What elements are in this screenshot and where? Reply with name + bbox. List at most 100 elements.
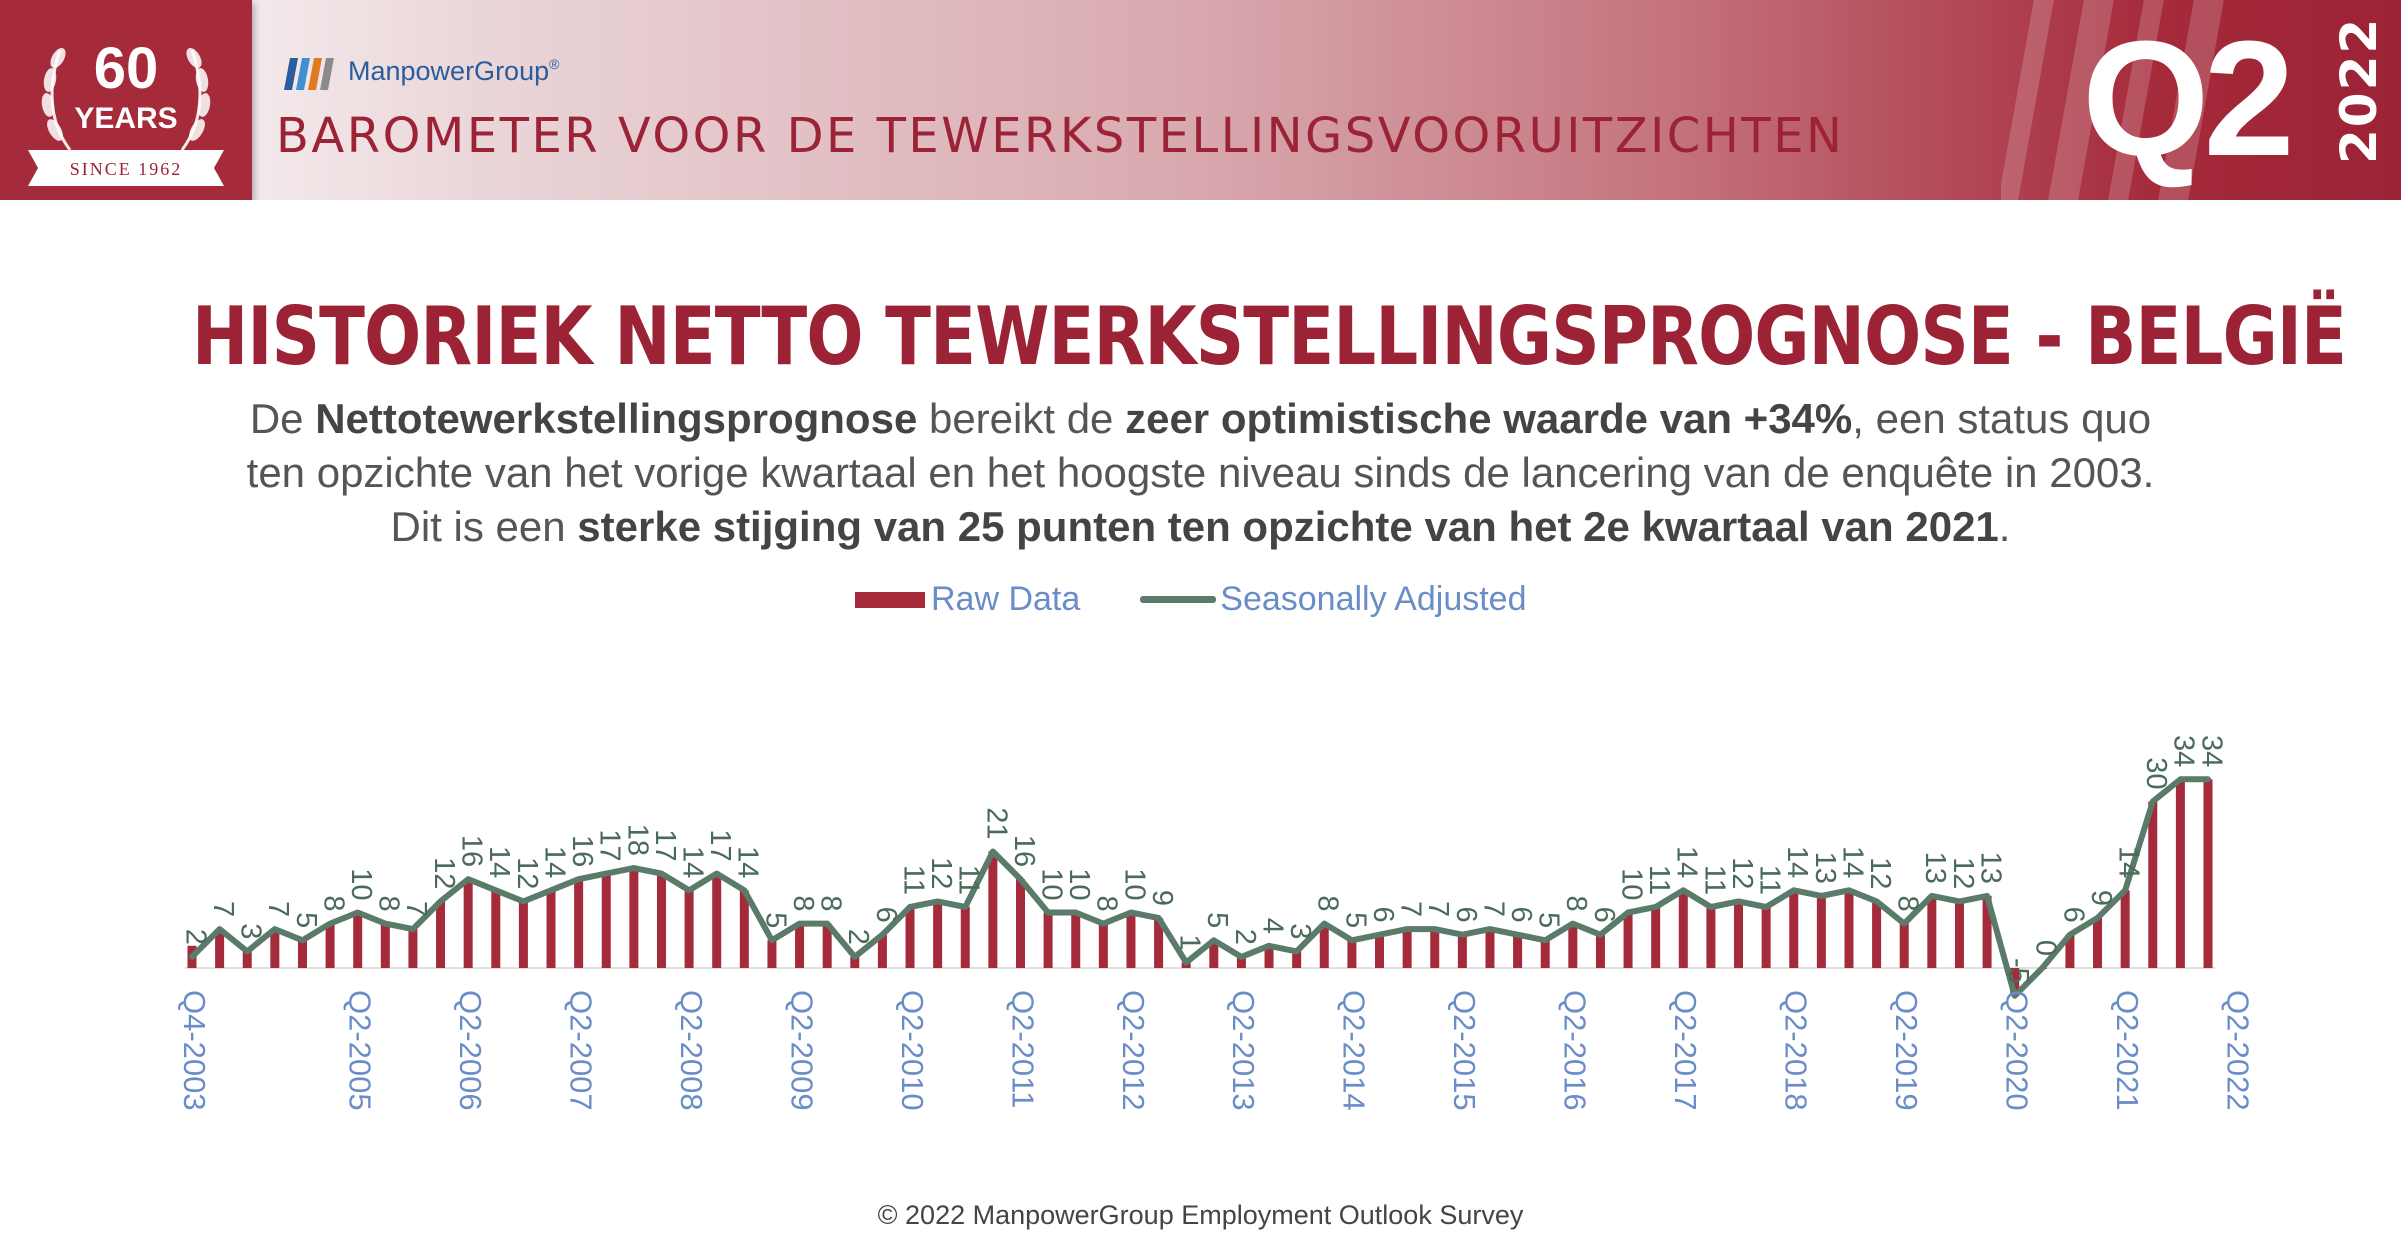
x-tick-label: Q2-2013 <box>1226 990 1261 1111</box>
raw-bar <box>1071 912 1081 968</box>
badge-since: SINCE 1962 <box>70 159 183 179</box>
subtitle-text: . <box>1998 503 2011 550</box>
brand-mark-icon <box>284 58 334 90</box>
data-label: 4 <box>1256 918 1288 934</box>
raw-bar <box>960 906 970 968</box>
data-label: 10 <box>1063 868 1095 900</box>
subtitle-bold: zeer optimistische waarde van +34% <box>1125 395 1853 442</box>
data-label: 10 <box>345 868 377 900</box>
data-label: 7 <box>1477 901 1509 917</box>
x-tick-label: Q2-2005 <box>343 990 378 1111</box>
data-label: 7 <box>400 901 432 917</box>
decorative-stripes <box>2001 0 2224 200</box>
x-tick-label: Q2-2008 <box>674 990 709 1111</box>
raw-bar <box>1457 934 1467 968</box>
raw-bar <box>436 901 446 968</box>
raw-bar <box>850 956 860 968</box>
raw-bar <box>1209 940 1219 968</box>
raw-bar <box>629 868 639 968</box>
raw-bar <box>380 923 390 968</box>
raw-bar <box>712 873 722 968</box>
raw-bar <box>601 873 611 968</box>
raw-bar <box>739 890 749 968</box>
raw-bar <box>2148 801 2158 968</box>
raw-bar <box>1375 934 1385 968</box>
subtitle-text: De <box>249 395 316 442</box>
x-tick-label: Q2-2006 <box>453 990 488 1111</box>
raw-bar <box>2093 918 2103 968</box>
raw-bar <box>1402 929 1412 968</box>
data-label: 7 <box>207 901 239 917</box>
data-label: 5 <box>1533 912 1565 928</box>
subtitle-text: Dit is een <box>390 503 578 550</box>
raw-bar <box>1595 934 1605 968</box>
data-label: 12 <box>1726 857 1758 889</box>
legend-label-sa: Seasonally Adjusted <box>1220 580 1527 618</box>
raw-bar <box>1982 895 1992 968</box>
raw-bar <box>1485 929 1495 968</box>
raw-bar <box>1623 912 1633 968</box>
data-label: 8 <box>1560 895 1592 911</box>
data-label: 11 <box>953 865 985 895</box>
data-label: 6 <box>1505 907 1537 923</box>
data-label: 7 <box>262 901 294 917</box>
data-label: 12 <box>511 857 543 889</box>
data-label: 17 <box>649 829 681 861</box>
page-title: HISTORIEK NETTO TEWERKSTELLINGSPROGNOSE … <box>192 290 2347 383</box>
data-label: 14 <box>1836 846 1868 878</box>
year-text: 2022 <box>2330 16 2388 164</box>
raw-bar <box>795 923 805 968</box>
raw-bar <box>822 923 832 968</box>
raw-bar <box>1043 912 1053 968</box>
data-label: 12 <box>1947 857 1979 889</box>
x-tick-label: Q2-2014 <box>1337 990 1372 1111</box>
data-label: 21 <box>980 807 1012 839</box>
raw-bar <box>2203 779 2213 968</box>
data-label: 7 <box>1422 901 1454 917</box>
raw-bar <box>1540 940 1550 968</box>
net-employment-chart: 2737581087121614121416171817141714588261… <box>177 735 2256 1111</box>
raw-bar <box>2120 890 2130 968</box>
raw-bar <box>2065 934 2075 968</box>
raw-bar <box>1816 895 1826 968</box>
raw-bar <box>491 890 501 968</box>
raw-bar <box>546 890 556 968</box>
raw-bar <box>656 873 666 968</box>
data-label: 14 <box>676 846 708 878</box>
data-label: 8 <box>1091 896 1123 912</box>
subtitle-bold: sterke stijging van 25 punten ten opzich… <box>577 503 1999 550</box>
data-label: 3 <box>235 923 267 939</box>
raw-bar <box>2175 779 2185 968</box>
data-label: 1 <box>1174 934 1206 950</box>
subtitle-text: bereikt de <box>917 395 1126 442</box>
x-tick-label: Q2-2015 <box>1447 990 1482 1111</box>
year-label: 2022 <box>2330 17 2401 164</box>
raw-bar <box>518 901 528 968</box>
data-label: 16 <box>566 835 598 867</box>
data-label: 11 <box>897 865 929 895</box>
data-label: 14 <box>538 846 570 878</box>
data-label: 6 <box>870 907 902 923</box>
raw-bar <box>1844 890 1854 968</box>
raw-bar <box>2010 968 2020 996</box>
data-label: 17 <box>704 829 736 861</box>
data-label: 6 <box>1450 907 1482 923</box>
data-label: 14 <box>732 846 764 878</box>
raw-bar <box>1154 918 1164 968</box>
data-label: 14 <box>1781 846 1813 878</box>
data-label: 12 <box>1864 857 1896 889</box>
raw-bar <box>1126 912 1136 968</box>
data-label: 6 <box>2057 907 2089 923</box>
data-label: 7 <box>1394 901 1426 917</box>
badge-number: 60 <box>94 36 159 101</box>
brand-name: ManpowerGroup <box>348 55 550 86</box>
data-label: 34 <box>2168 735 2200 767</box>
data-label: 8 <box>373 895 405 911</box>
raw-bar <box>325 923 335 968</box>
data-label: 2 <box>842 929 874 945</box>
raw-bar <box>1761 906 1771 968</box>
raw-bar <box>1347 940 1357 968</box>
raw-bar <box>1319 923 1329 968</box>
data-label: 13 <box>1919 852 1951 884</box>
data-label: 12 <box>925 857 957 889</box>
